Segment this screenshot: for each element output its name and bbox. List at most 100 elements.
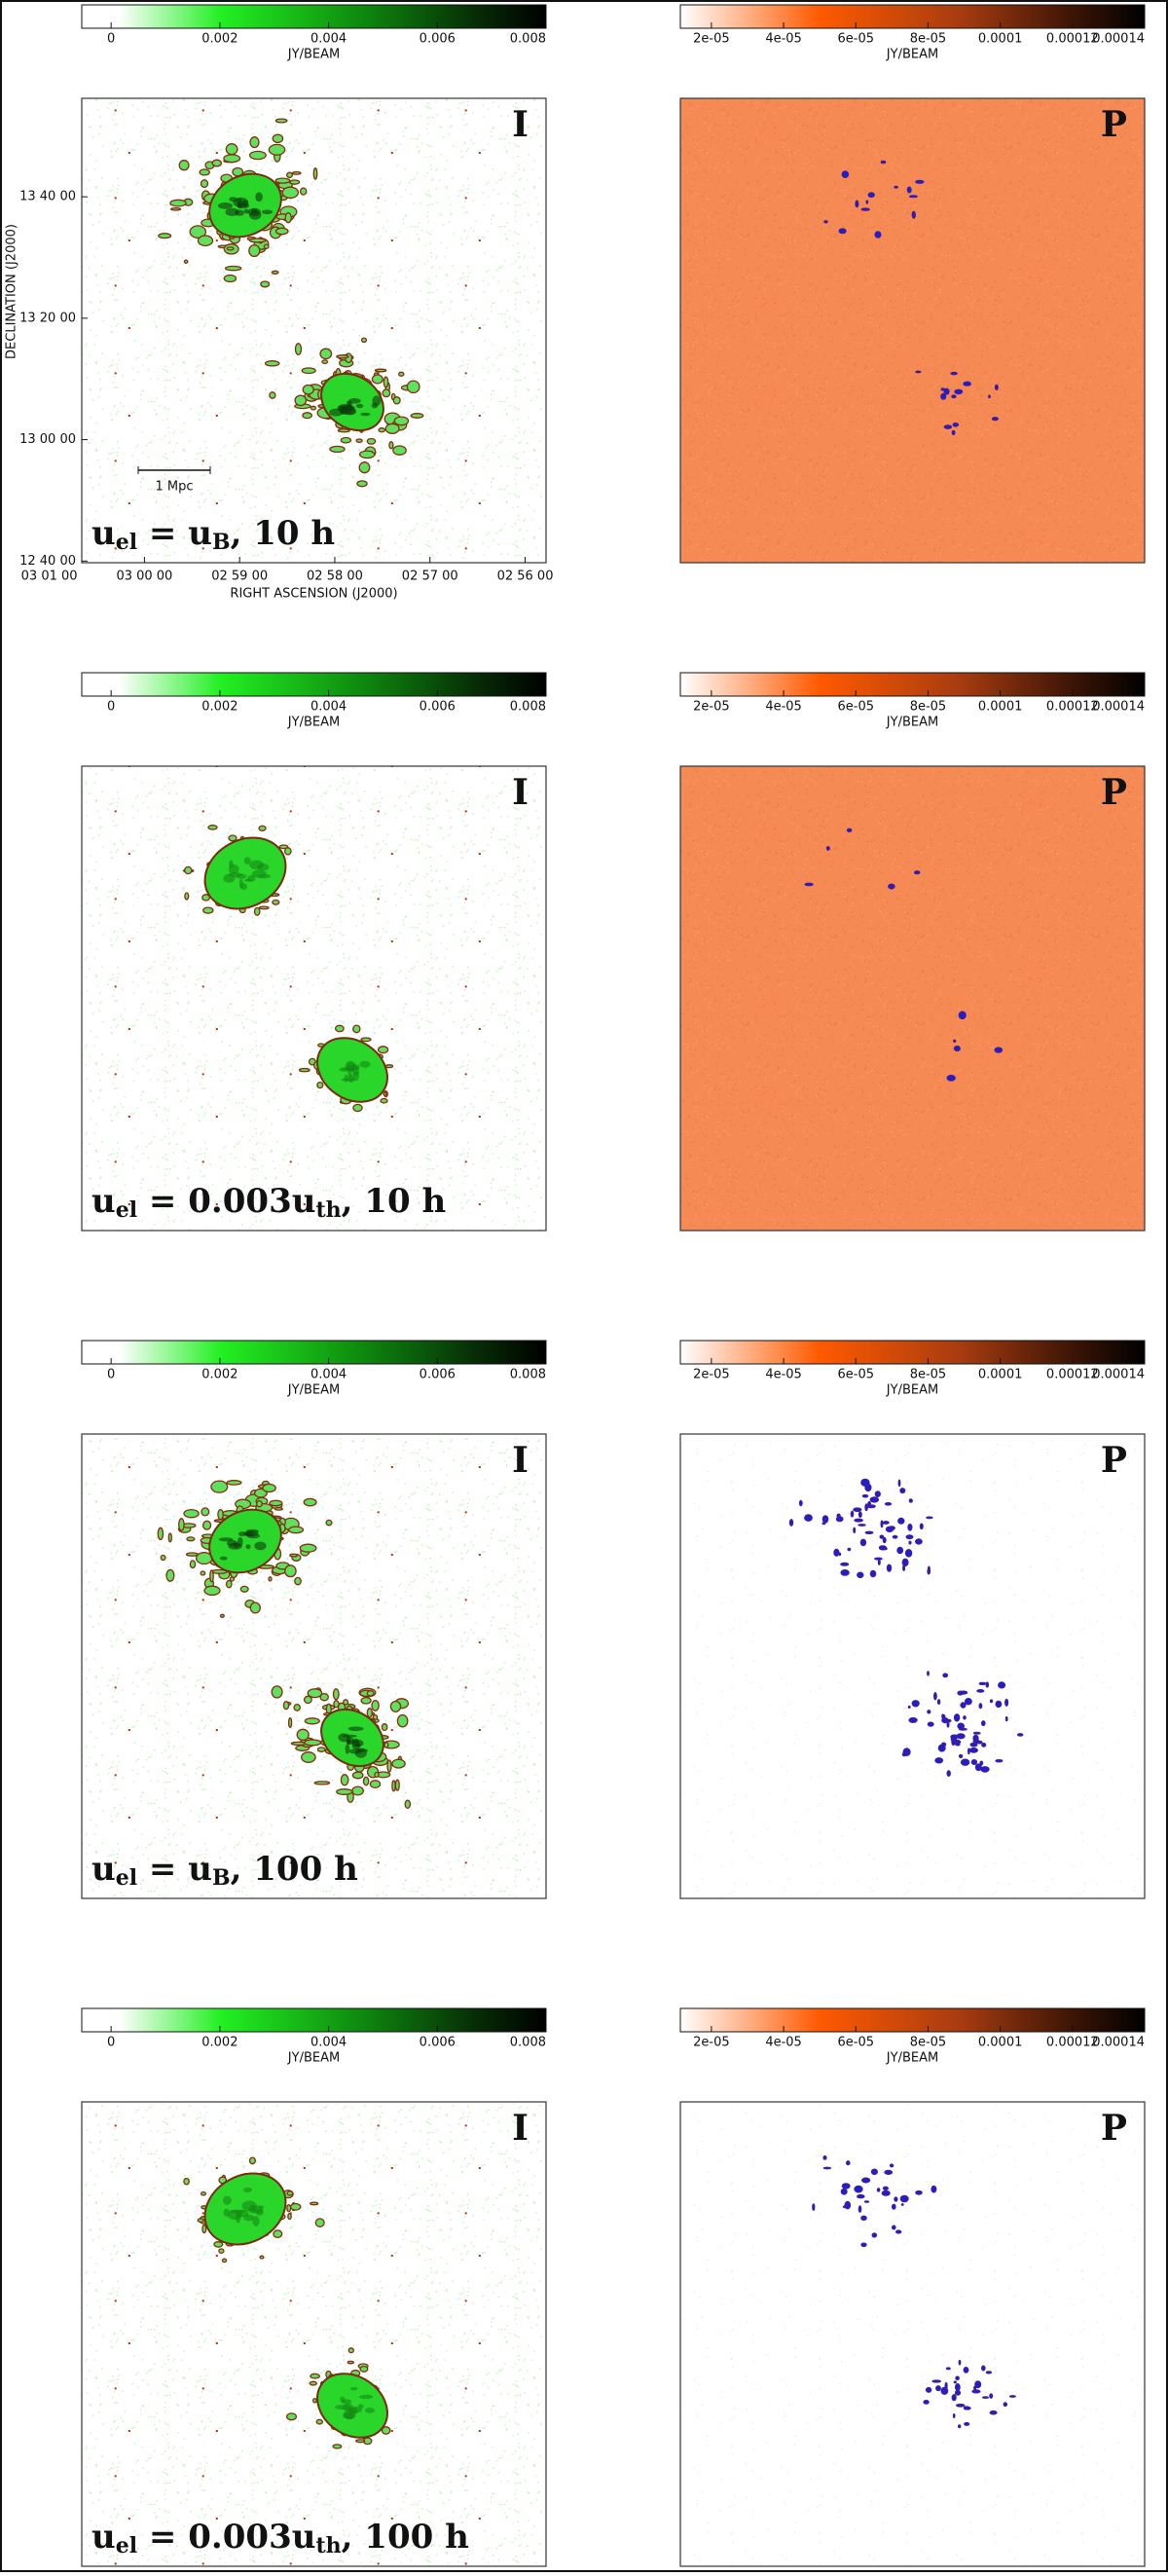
contour-blob [213,2241,224,2248]
colorbar-tick-label: 0.008 [510,1368,546,1382]
cluster-structure [355,403,364,409]
polarized-blob [976,1689,985,1693]
cluster-structure [341,1078,356,1082]
contour-blob [352,1024,361,1034]
contour-blob [391,1780,396,1792]
contour-blob [259,2255,265,2260]
contour-blob [160,1554,166,1562]
contour-blob [291,170,302,175]
figure-row: 0 0.002 0.004 0.006 0.008 JY/BEAM 2e-05 4e-05 6e… [5,4,1146,602]
polarized-blob [994,1047,1004,1053]
contour-blob [336,354,349,359]
cluster-structure [358,2394,374,2400]
contour-blob [299,1543,317,1553]
polarized-blob [981,2396,989,2399]
colorbar-tick-label: 4e-05 [765,1368,802,1382]
polarized-blob [897,1517,905,1525]
polarized-blob [933,1691,937,1701]
cluster-structure [237,198,243,209]
polarized-blob [927,1710,931,1714]
annotation-part: u [91,514,116,553]
polarized-blob [885,1526,894,1533]
annotation-part: , 10 h [342,1182,447,1221]
polarized-blob [850,1510,855,1518]
panel-annotation: uel = 0.003uth, 10 h [91,1182,446,1223]
colorbar [81,1340,547,1365]
polarized-blob [907,1705,911,1709]
polarized-blob [985,2371,993,2374]
polarized-blob [927,1565,931,1574]
contour-blob [313,1781,331,1785]
contour-blob [316,1081,324,1089]
colorbar-tick-label: 0.002 [201,1368,237,1382]
cluster-structure [223,2195,232,2205]
contour-blob [200,1570,206,1576]
polarized-blob [858,2205,862,2213]
polarized-blob [854,2185,863,2193]
contour-blob [298,1067,310,1073]
contour-blob [219,1613,225,1618]
colorbar-tick-label: 4e-05 [765,32,802,47]
contour-blob [268,143,286,156]
scale-bar-label: 1 Mpc [155,480,193,495]
contour-blob [374,1771,380,1778]
polarized-blob [1004,1698,1009,1707]
contour-blob [287,2212,292,2221]
polarized-blob [905,1534,914,1540]
contour-blob [302,412,312,420]
polarized-blob [876,2188,881,2192]
polarized-blob [901,1558,909,1567]
polarized-blob [913,870,921,875]
polarized-blob [878,1545,888,1551]
polarized-blob [951,394,957,399]
contour-blob [274,118,288,124]
y-tick-label: 12 40 00 [19,554,76,569]
polarized-blob [861,1493,869,1498]
cluster-structure [347,1067,352,1078]
contour-blob [369,1780,382,1789]
cluster-core [203,836,287,910]
colorbar-tick-label: 0.006 [420,32,456,47]
polarized-blob [845,2160,851,2166]
colorbar-tick-label: 0.006 [420,2036,456,2050]
contour-blob [226,246,235,251]
contour-blob [340,436,352,444]
contour-blob [294,343,303,356]
polarized-blob [989,1699,994,1704]
contour-blob [310,405,317,411]
polarized-blob [943,387,950,395]
polarized-blob [952,422,960,427]
cluster-core [320,1708,384,1768]
contour-blob [316,1747,326,1752]
contour-blob [288,1526,305,1534]
polarized-blob [989,2410,998,2415]
polarized-blob [864,1483,872,1492]
contour-blob [248,150,267,161]
colorbar-tick-label: 8e-05 [910,1368,947,1382]
colorbar-tick-label: 2e-05 [693,700,730,715]
cluster-structure [347,1739,352,1744]
contour-blob [178,1518,185,1531]
contour-blob [289,179,301,185]
contour-blob [274,177,291,184]
polarized-blob [907,1524,913,1531]
contour-blob [178,160,190,171]
contour-blob [303,1497,317,1507]
intensity-map [81,1433,547,1899]
contour-blob [384,1064,394,1069]
y-tick-label: 13 20 00 [19,311,76,325]
polarized-blob [882,1536,887,1544]
cluster-structure [229,197,237,202]
polarized-blob [891,2225,896,2230]
cluster-structure [243,2187,252,2193]
contour-blob [394,1779,400,1791]
colorbar-label: JY/BEAM [886,2051,938,2066]
contour-blob [207,825,218,830]
panel-annotation: uel = uB, 100 h [91,1850,358,1891]
cluster-structure [372,395,382,407]
cluster-structure [217,202,234,209]
contour-blob [225,143,238,156]
cluster-structure [243,857,251,865]
stokes-label: I [512,2108,529,2149]
polarized-blob [874,231,882,239]
